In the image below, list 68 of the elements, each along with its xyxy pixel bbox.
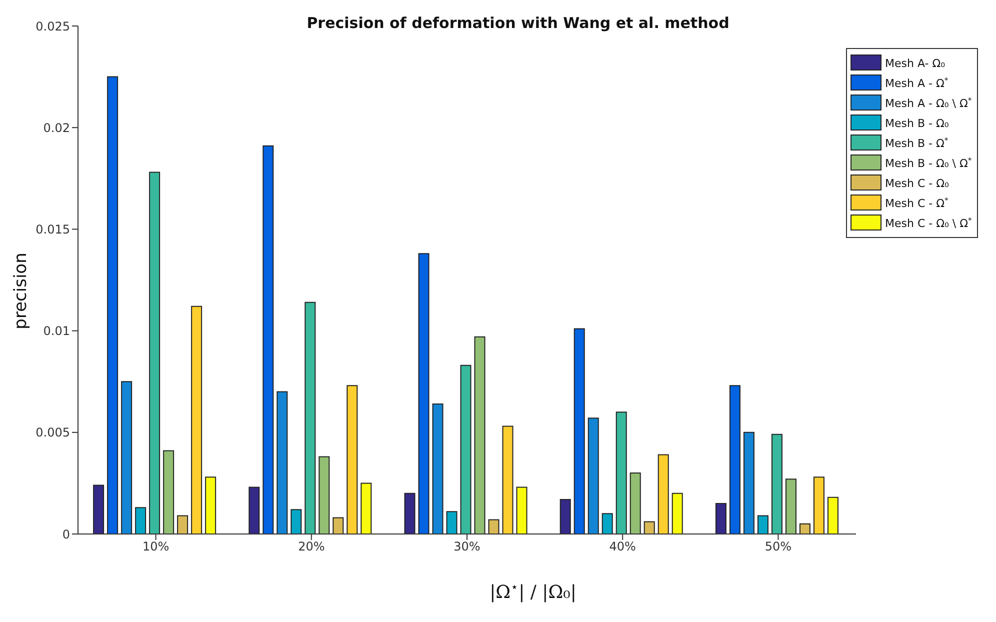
- bar: [346, 385, 358, 534]
- x-tick-label: 20%: [298, 540, 325, 554]
- legend-label: Mesh A - Ω$^{*}$: [885, 76, 948, 90]
- legend-label: Mesh A - Ω₀ \ Ω$^{*}$: [885, 96, 972, 110]
- bar: [602, 513, 613, 534]
- bar: [107, 76, 118, 534]
- bar: [318, 456, 330, 534]
- bar: [813, 476, 824, 534]
- y-tick-label: 0.01: [43, 324, 70, 338]
- bar: [644, 521, 655, 534]
- bar: [827, 496, 838, 534]
- legend-label: Mesh C - Ω$^{*}$: [885, 196, 949, 210]
- legend-label: Mesh C - Ω₀ \ Ω$^{*}$: [885, 216, 972, 230]
- bar: [588, 418, 599, 534]
- bar: [248, 486, 260, 534]
- bar: [304, 302, 316, 534]
- legend-label: Mesh B - Ω$^{*}$: [885, 136, 948, 150]
- legend-label: Mesh B - Ω₀: [885, 117, 950, 130]
- bar: [460, 364, 472, 534]
- bar: [560, 498, 571, 534]
- bar: [177, 515, 188, 534]
- bar: [502, 426, 514, 534]
- bar: [135, 507, 146, 534]
- y-tick-label: 0.025: [36, 19, 70, 34]
- x-tick-label: 10%: [142, 540, 170, 554]
- bar: [163, 450, 174, 534]
- y-tick-label: 0.02: [43, 120, 70, 135]
- bar: [616, 412, 627, 534]
- bar: [360, 482, 372, 534]
- x-axis-title: |Ω$^{⋆}$| / |Ω₀|: [490, 578, 576, 603]
- bar: [658, 454, 669, 534]
- bar: [332, 517, 344, 534]
- x-tick-label: 50%: [764, 540, 792, 554]
- bar: [672, 492, 683, 534]
- bar: [771, 434, 782, 534]
- bar: [121, 381, 132, 534]
- bar: [729, 385, 740, 534]
- bar: [432, 403, 444, 534]
- x-tick-label: 40%: [609, 540, 636, 554]
- bar: [290, 509, 302, 534]
- x-tick-label: 30%: [454, 540, 480, 554]
- bar: [262, 145, 274, 534]
- y-tick-label: 0.015: [36, 222, 70, 236]
- bar: [630, 472, 641, 534]
- bar: [418, 253, 430, 534]
- legend-label: Mesh B - Ω₀ \ Ω$^{*}$: [885, 156, 972, 170]
- bar: [799, 523, 810, 534]
- bar: [488, 519, 500, 534]
- y-tick-label: 0: [62, 527, 70, 542]
- bar: [474, 336, 486, 534]
- chart-title: Precision of deformation with Wang et al. method: [306, 14, 730, 32]
- bar: [93, 484, 104, 534]
- bar: [191, 306, 202, 534]
- y-tick-label: 0.005: [36, 426, 70, 440]
- bar: [205, 476, 216, 534]
- y-axis-title: precision: [11, 252, 31, 330]
- bar: [743, 432, 754, 534]
- bar: [446, 511, 458, 534]
- bar: [757, 515, 768, 534]
- bar: [516, 486, 528, 534]
- bar: [276, 391, 288, 534]
- bar: [149, 172, 160, 534]
- bar: [404, 492, 416, 534]
- legend-label: Mesh C - Ω₀: [885, 177, 950, 190]
- legend-label: Mesh A- Ω₀: [885, 57, 946, 70]
- bar: [715, 503, 726, 534]
- bar: [785, 478, 796, 534]
- bar: [574, 328, 585, 534]
